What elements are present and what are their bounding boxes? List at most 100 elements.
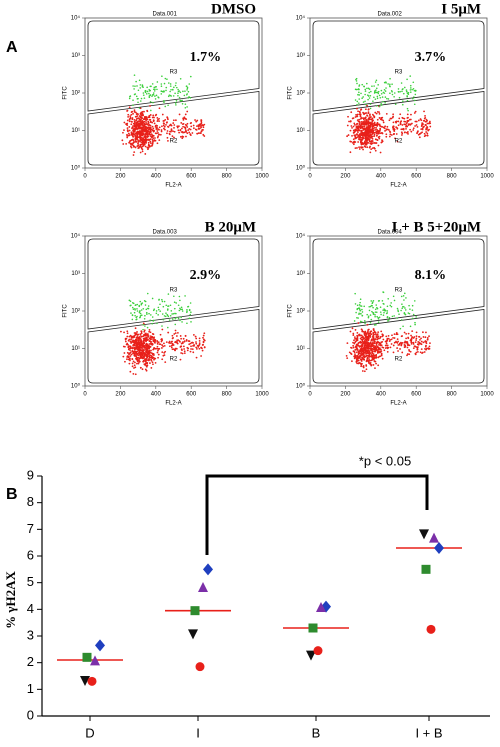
event-dot [132, 344, 134, 347]
event-dot [403, 292, 406, 295]
event-dot [195, 129, 198, 131]
event-dot [385, 335, 388, 338]
plot-frame [84, 235, 263, 387]
event-dot [136, 137, 138, 140]
event-dot [137, 340, 140, 343]
event-dot [202, 343, 204, 346]
event-dot [189, 97, 192, 99]
event-dot [203, 135, 206, 137]
event-dot [373, 342, 376, 345]
event-dot [347, 134, 350, 136]
event-dot [138, 359, 140, 362]
event-dot [147, 141, 150, 144]
event-dot [164, 350, 167, 353]
event-dot [392, 121, 395, 124]
event-dot [369, 124, 372, 126]
event-dot [385, 87, 387, 89]
event-dot [171, 88, 174, 91]
event-dot [152, 363, 154, 366]
event-dot [149, 130, 152, 133]
event-dot [140, 309, 143, 311]
event-dot [141, 357, 143, 360]
event-dot [371, 85, 373, 87]
event-dot [366, 146, 369, 149]
event-dot [194, 335, 197, 338]
event-dot [377, 341, 379, 343]
event-dot [365, 139, 367, 141]
event-dot [350, 140, 353, 143]
event-dot [159, 343, 162, 346]
event-dot [364, 352, 367, 355]
event-dot [139, 312, 142, 315]
event-dot [195, 341, 197, 343]
event-dot [154, 95, 156, 97]
event-dot [364, 108, 367, 111]
event-dot [376, 97, 379, 100]
event-dot [390, 343, 393, 345]
event-dot [136, 133, 138, 136]
event-dot [142, 92, 145, 94]
event-dot [180, 316, 183, 319]
event-dot [133, 120, 136, 123]
event-dot [358, 303, 361, 306]
event-dot [406, 346, 409, 349]
event-dot [148, 337, 151, 340]
marker [195, 662, 205, 672]
event-dot [134, 132, 137, 135]
event-dot [379, 355, 382, 358]
event-dot [420, 337, 422, 340]
event-dot [352, 332, 355, 335]
event-dot [385, 133, 388, 136]
event-dot [376, 352, 379, 354]
event-dot [175, 86, 178, 89]
y-tick-label: 10³ [296, 53, 305, 59]
x-tick-label: 0 [83, 174, 87, 180]
event-dot [140, 97, 143, 100]
event-dot [135, 131, 138, 134]
event-dot [180, 337, 183, 340]
event-dot [127, 116, 130, 118]
event-dot [133, 141, 136, 143]
event-dot [155, 128, 158, 131]
event-dot [386, 347, 389, 350]
event-dot [187, 90, 190, 93]
event-dot [364, 143, 367, 146]
event-dot [141, 148, 144, 151]
event-dot [370, 116, 372, 118]
event-dot [161, 90, 164, 93]
event-dot [384, 309, 386, 311]
event-dot [374, 111, 377, 114]
event-dot [356, 119, 359, 121]
event-dot [384, 130, 386, 132]
event-dot [387, 98, 390, 100]
event-dot [405, 127, 407, 130]
event-dot [360, 129, 363, 132]
event-dot [166, 121, 168, 124]
event-dot [355, 80, 358, 82]
event-dot [149, 128, 151, 131]
event-dot [364, 135, 367, 138]
event-dot [139, 84, 142, 86]
event-dot [184, 117, 187, 120]
event-dot [196, 132, 199, 135]
event-dot [361, 345, 363, 348]
event-dot [371, 343, 374, 346]
event-dot [142, 132, 145, 134]
event-dot [165, 341, 168, 344]
event-dot [134, 115, 137, 118]
event-dot [362, 347, 365, 349]
event-dot [412, 341, 415, 344]
event-dot [162, 318, 165, 321]
event-dot [363, 344, 366, 347]
event-dot [373, 115, 376, 118]
event-dot [356, 331, 359, 334]
event-dot [402, 295, 405, 297]
event-dot [148, 328, 151, 331]
event-dot [191, 132, 194, 134]
event-dot [398, 117, 401, 120]
event-dot [154, 98, 157, 100]
event-dot [399, 90, 401, 93]
event-dot [148, 123, 150, 126]
event-dot [385, 312, 388, 315]
event-dot [140, 335, 143, 338]
